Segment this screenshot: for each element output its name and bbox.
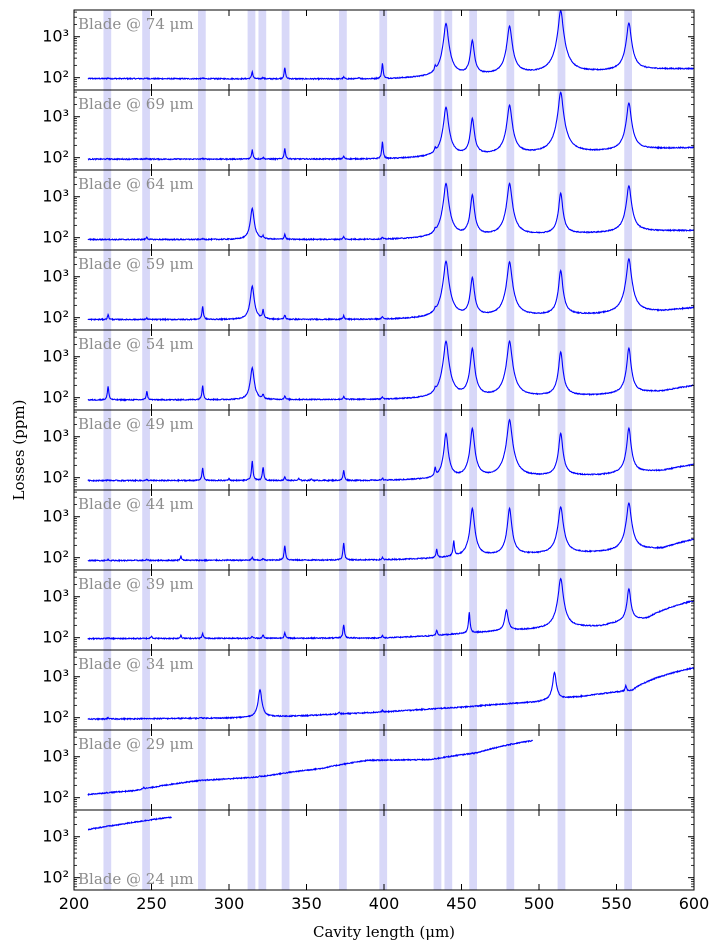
x-tick-label: 500 — [524, 894, 555, 913]
x-tick-label: 550 — [601, 894, 632, 913]
y-tick-label: 10² — [42, 868, 69, 887]
y-tick-label: 10² — [42, 308, 69, 327]
x-tick-label: 300 — [214, 894, 245, 913]
y-tick-label: 10³ — [42, 507, 69, 526]
y-tick-label: 10² — [42, 388, 69, 407]
panel-label: Blade @ 59 μm — [78, 255, 194, 273]
y-tick-label: 10² — [42, 228, 69, 247]
series-line — [87, 739, 533, 797]
highlight-band — [103, 10, 112, 890]
y-tick-label: 10³ — [42, 827, 69, 846]
x-tick-label: 250 — [136, 894, 167, 913]
panel-label: Blade @ 74 μm — [78, 15, 194, 33]
highlight-band — [247, 10, 256, 890]
panel-label: Blade @ 39 μm — [78, 575, 194, 593]
panel-label: Blade @ 69 μm — [78, 95, 194, 113]
x-tick-label: 600 — [679, 894, 710, 913]
y-tick-label: 10² — [42, 788, 69, 807]
panel-label: Blade @ 24 μm — [78, 870, 194, 888]
y-tick-label: 10³ — [42, 27, 69, 46]
series-line — [87, 666, 695, 721]
series-line — [87, 816, 172, 831]
highlight-bands — [103, 10, 632, 890]
y-tick-label: 10³ — [42, 427, 69, 446]
panel-label: Blade @ 34 μm — [78, 655, 194, 673]
highlight-band — [379, 10, 388, 890]
series-line — [87, 9, 695, 81]
series-line — [87, 182, 695, 242]
x-tick-label: 350 — [291, 894, 322, 913]
highlight-band — [624, 10, 632, 890]
y-axis-title: Losses (ppm) — [10, 400, 28, 501]
y-tick-label: 10³ — [42, 747, 69, 766]
y-tick-label: 10² — [42, 148, 69, 167]
panel-label: Blade @ 44 μm — [78, 495, 194, 513]
y-tick-label: 10³ — [42, 187, 69, 206]
y-tick-label: 10² — [42, 468, 69, 487]
y-tick-label: 10³ — [42, 107, 69, 126]
y-tick-label: 10³ — [42, 347, 69, 366]
y-tick-label: 10³ — [42, 267, 69, 286]
series-line — [87, 501, 695, 563]
highlight-band — [469, 10, 477, 890]
series-lines — [87, 9, 695, 831]
axis-ticks: 10² 10³ 10² 10³ 10² 10³ 10² 10³ 10² 10³ 10² 10³ 10² 1… — [42, 10, 709, 913]
y-tick-label: 10² — [42, 68, 69, 87]
y-tick-label: 10³ — [42, 667, 69, 686]
highlight-band — [142, 10, 150, 890]
panel-label: Blade @ 54 μm — [78, 335, 194, 353]
series-line — [87, 257, 695, 322]
x-tick-label: 450 — [446, 894, 477, 913]
highlight-band — [281, 10, 290, 890]
x-tick-label: 200 — [59, 894, 90, 913]
highlight-band — [258, 10, 267, 890]
highlight-band — [339, 10, 347, 890]
x-tick-label: 400 — [369, 894, 400, 913]
highlight-band — [198, 10, 206, 890]
series-line — [87, 339, 695, 402]
panel-label: Blade @ 29 μm — [78, 735, 194, 753]
highlight-band — [506, 10, 515, 890]
panel-labels: Blade @ 74 μm Blade @ 69 μm Blade @ 64 μm B… — [78, 15, 194, 888]
highlight-band — [557, 10, 566, 890]
x-axis-title: Cavity length (μm) — [313, 923, 455, 941]
y-tick-label: 10² — [42, 548, 69, 567]
y-tick-label: 10³ — [42, 587, 69, 606]
panel-label: Blade @ 49 μm — [78, 415, 194, 433]
y-tick-label: 10² — [42, 708, 69, 727]
series-line — [87, 577, 695, 641]
series-line — [87, 418, 695, 483]
highlight-band — [433, 10, 442, 890]
y-tick-label: 10² — [42, 628, 69, 647]
series-line — [87, 91, 695, 162]
panel-label: Blade @ 64 μm — [78, 175, 194, 193]
